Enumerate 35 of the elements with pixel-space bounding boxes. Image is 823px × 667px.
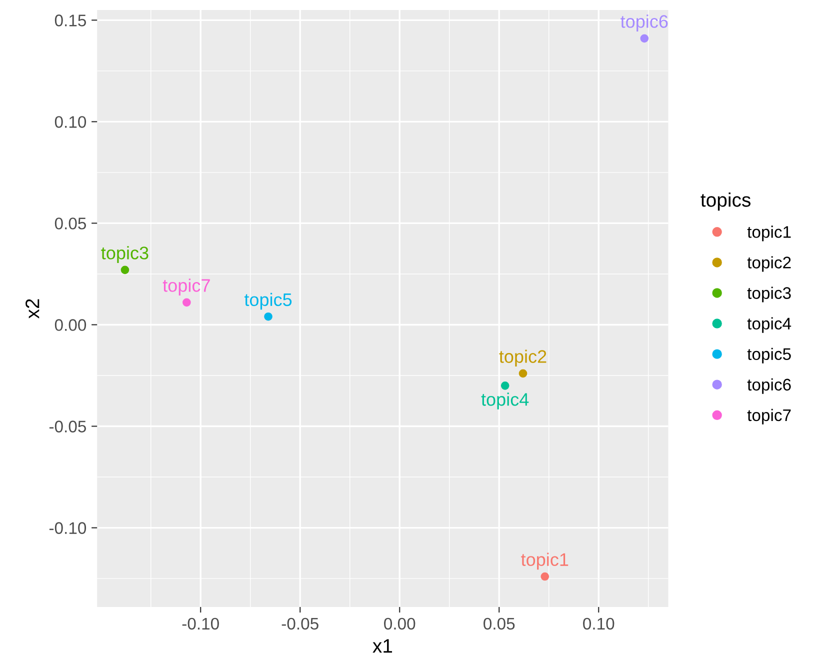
y-tick-label: 0.15 bbox=[54, 14, 86, 26]
x-tick-label: -0.10 bbox=[182, 618, 219, 630]
y-axis-title: x2 bbox=[26, 299, 40, 319]
point bbox=[540, 572, 550, 581]
point bbox=[120, 266, 130, 274]
legend-label: topic3 bbox=[747, 286, 791, 302]
legend-title: topics bbox=[700, 192, 751, 211]
legend-label: topic1 bbox=[747, 226, 791, 242]
legend-label: topic7 bbox=[747, 408, 791, 424]
text: topic2 bbox=[499, 350, 546, 367]
text: topic5 bbox=[244, 292, 292, 310]
legend-label: topic6 bbox=[747, 378, 791, 394]
text: topic7 bbox=[162, 278, 210, 296]
point bbox=[640, 34, 649, 43]
x-tick-label: 0.00 bbox=[384, 618, 416, 630]
x-tick-label: -0.05 bbox=[282, 618, 318, 630]
y-tick-label: 0.05 bbox=[54, 218, 86, 230]
legend-label: topic4 bbox=[747, 317, 792, 333]
text: topic6 bbox=[620, 14, 668, 32]
y-tick-label: 0.10 bbox=[54, 116, 86, 128]
x-tick-label: 0.05 bbox=[484, 618, 515, 630]
text: topic4 bbox=[481, 392, 529, 410]
point bbox=[264, 312, 272, 321]
point bbox=[518, 369, 528, 378]
y-tick-label: -0.05 bbox=[49, 420, 86, 432]
point bbox=[182, 298, 191, 307]
text: topic1 bbox=[521, 552, 568, 570]
y-tick-label: -0.10 bbox=[49, 522, 86, 534]
legend-label: topic2 bbox=[747, 256, 791, 272]
point bbox=[500, 381, 510, 390]
x-axis-title: x1 bbox=[372, 639, 392, 653]
x-tick-label: 0.10 bbox=[583, 618, 614, 630]
y-tick-label: 0.00 bbox=[54, 319, 86, 331]
text: topic3 bbox=[101, 246, 148, 263]
legend-label: topic5 bbox=[747, 348, 791, 364]
